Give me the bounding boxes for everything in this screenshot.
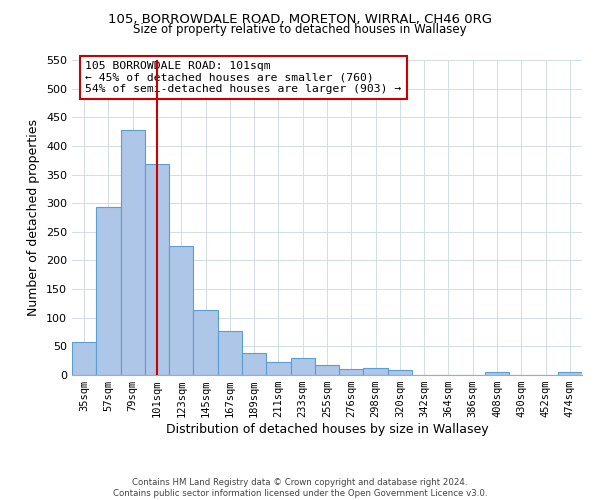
- Bar: [388, 370, 412, 375]
- Text: 105 BORROWDALE ROAD: 101sqm
← 45% of detached houses are smaller (760)
54% of se: 105 BORROWDALE ROAD: 101sqm ← 45% of det…: [85, 61, 401, 94]
- X-axis label: Distribution of detached houses by size in Wallasey: Distribution of detached houses by size …: [166, 423, 488, 436]
- Bar: [72, 342, 96, 375]
- Bar: [315, 364, 339, 375]
- Text: Size of property relative to detached houses in Wallasey: Size of property relative to detached ho…: [133, 22, 467, 36]
- Bar: [290, 358, 315, 375]
- Y-axis label: Number of detached properties: Number of detached properties: [28, 119, 40, 316]
- Bar: [121, 130, 145, 375]
- Text: Contains HM Land Registry data © Crown copyright and database right 2024.
Contai: Contains HM Land Registry data © Crown c…: [113, 478, 487, 498]
- Bar: [193, 310, 218, 375]
- Bar: [339, 370, 364, 375]
- Bar: [145, 164, 169, 375]
- Bar: [364, 368, 388, 375]
- Text: 105, BORROWDALE ROAD, MORETON, WIRRAL, CH46 0RG: 105, BORROWDALE ROAD, MORETON, WIRRAL, C…: [108, 12, 492, 26]
- Bar: [266, 362, 290, 375]
- Bar: [96, 207, 121, 375]
- Bar: [485, 372, 509, 375]
- Bar: [558, 372, 582, 375]
- Bar: [242, 353, 266, 375]
- Bar: [169, 246, 193, 375]
- Bar: [218, 332, 242, 375]
